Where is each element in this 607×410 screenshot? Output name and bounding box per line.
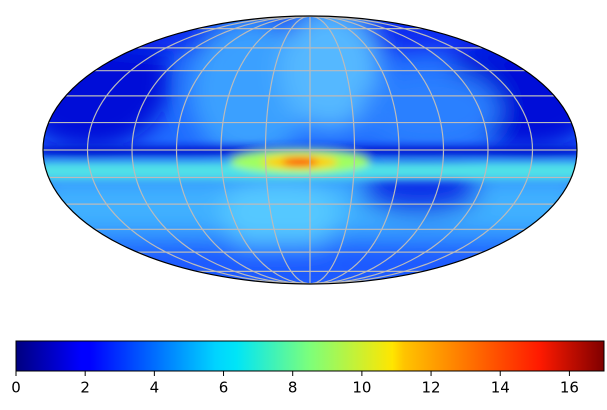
- meridian: [309, 16, 400, 284]
- meridian: [86, 16, 311, 284]
- colorbar-tick-label: 10: [352, 379, 371, 397]
- colorbar-tick-label: 6: [219, 379, 229, 397]
- map-outline: [42, 15, 578, 285]
- colorbar-tick-label: 14: [491, 379, 510, 397]
- meridian: [131, 16, 311, 284]
- colorbar-tick-label: 12: [422, 379, 441, 397]
- meridian: [309, 16, 534, 284]
- meridian: [309, 16, 489, 284]
- colorbar-tick-label: 2: [80, 379, 90, 397]
- colorbar-tick-label: 0: [11, 379, 21, 397]
- colorbar-tick-label: 16: [560, 379, 579, 397]
- meridian: [175, 16, 311, 284]
- colorbar: [15, 340, 605, 372]
- colorbar-tick-label: 4: [150, 379, 160, 397]
- sky-map: [43, 16, 577, 284]
- colorbar-tick-label: 8: [288, 379, 298, 397]
- meridian: [309, 16, 356, 284]
- meridian: [309, 16, 445, 284]
- meridian: [220, 16, 311, 284]
- meridian: [264, 16, 311, 284]
